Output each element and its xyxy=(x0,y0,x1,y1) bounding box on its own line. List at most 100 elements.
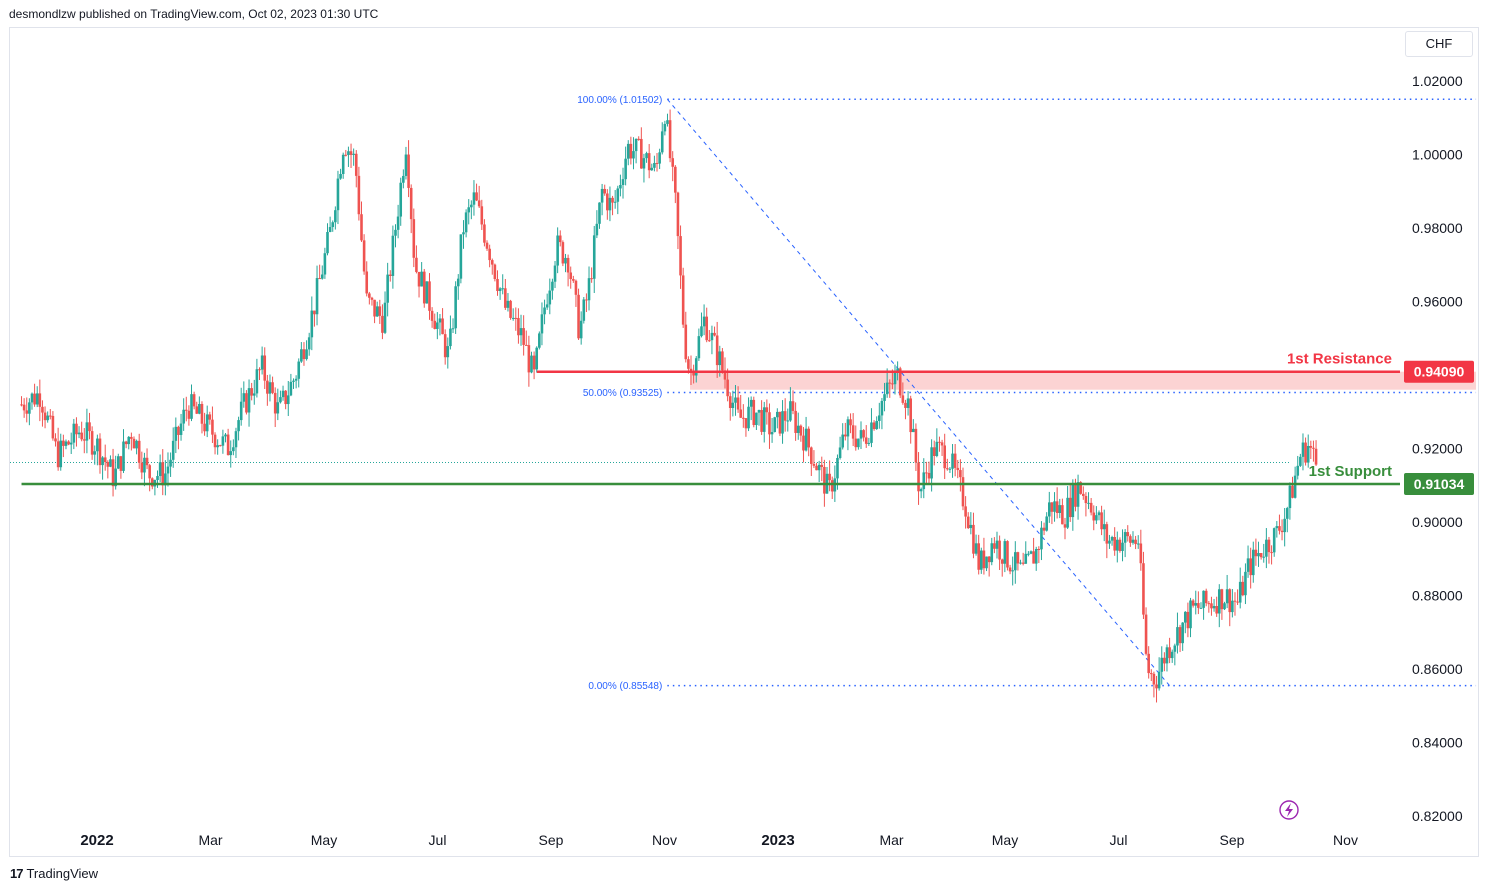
candle xyxy=(637,136,641,141)
candle xyxy=(1225,574,1229,609)
candle-body xyxy=(749,399,753,407)
candle xyxy=(938,436,941,452)
candle-body xyxy=(412,219,416,258)
candle-body xyxy=(1089,502,1093,513)
candle-body xyxy=(1136,543,1140,545)
candle xyxy=(582,296,586,324)
brand-name[interactable]: TradingView xyxy=(26,866,99,881)
candle-body xyxy=(548,290,552,305)
candle-body xyxy=(1299,456,1302,466)
candle xyxy=(198,396,201,415)
candle-body xyxy=(1047,502,1051,517)
candle xyxy=(765,399,769,425)
candle-body xyxy=(504,288,507,308)
candle-body xyxy=(762,407,766,432)
candle-body xyxy=(715,335,719,366)
candle xyxy=(972,512,975,559)
tradingview-logo-icon: 17 xyxy=(10,866,24,881)
candle-body xyxy=(1283,518,1286,533)
candle-body xyxy=(365,271,369,294)
candle xyxy=(1312,440,1315,462)
x-tick-label: Sep xyxy=(1220,832,1245,848)
candle-body xyxy=(28,402,31,414)
candle-body xyxy=(360,214,363,241)
candle-body xyxy=(1181,622,1184,644)
candle xyxy=(263,347,267,390)
candle xyxy=(1097,510,1101,521)
price-tag: 0.91034 xyxy=(1404,473,1474,496)
candle xyxy=(747,397,750,432)
candle-body xyxy=(653,162,656,168)
candle-body xyxy=(218,445,222,447)
price-tag-box xyxy=(1404,360,1474,383)
candle-body xyxy=(925,472,928,474)
candle xyxy=(77,426,81,439)
candle-body xyxy=(948,468,952,470)
candle xyxy=(1126,525,1130,542)
candle-body xyxy=(1204,590,1208,604)
candle xyxy=(660,122,664,155)
candle-body xyxy=(1183,611,1187,623)
candle xyxy=(1021,552,1025,566)
candle xyxy=(564,253,567,273)
currency-selector[interactable]: CHF xyxy=(1405,31,1473,57)
candle xyxy=(85,408,89,454)
candle xyxy=(844,422,847,441)
candle-body xyxy=(980,550,983,570)
candle xyxy=(1262,543,1266,563)
candle-body xyxy=(807,428,810,448)
candle xyxy=(778,411,782,437)
candle-body xyxy=(38,393,42,407)
candle xyxy=(561,240,565,267)
candle-body xyxy=(540,314,544,334)
candle-body xyxy=(875,420,878,430)
candle-body xyxy=(1081,493,1085,496)
candle-body xyxy=(72,423,76,443)
candle xyxy=(409,184,413,234)
candle-body xyxy=(987,556,991,563)
candle-body xyxy=(587,278,591,301)
candle-body xyxy=(1233,600,1237,602)
candle xyxy=(1061,498,1064,525)
candle-body xyxy=(485,242,489,249)
candle-body xyxy=(1040,527,1043,550)
candle xyxy=(67,440,70,446)
candle xyxy=(292,378,295,389)
level-label: 1st Support xyxy=(1309,463,1392,480)
candle xyxy=(441,308,444,335)
candle-body xyxy=(812,463,816,466)
candle xyxy=(1152,671,1156,698)
candle xyxy=(493,263,497,282)
candle xyxy=(111,448,115,497)
candle xyxy=(736,386,740,413)
candle-body xyxy=(501,288,505,290)
candle-body xyxy=(192,394,196,407)
lightning-icon[interactable] xyxy=(1279,800,1299,820)
y-tick-label: 1.02000 xyxy=(1412,73,1463,89)
candle-body xyxy=(1202,590,1205,608)
candle xyxy=(1204,588,1208,607)
candle-body xyxy=(428,281,431,311)
candle xyxy=(901,382,905,405)
candle-body xyxy=(320,274,324,279)
candle-body xyxy=(158,462,162,477)
candle-body xyxy=(381,315,384,333)
candle xyxy=(977,534,980,575)
candle xyxy=(1011,556,1014,586)
candle xyxy=(820,456,824,482)
candle xyxy=(658,148,661,170)
candle xyxy=(368,291,371,305)
candle-body xyxy=(116,456,120,469)
candle xyxy=(164,460,167,496)
candle-body xyxy=(1157,671,1161,689)
candle-body xyxy=(292,380,295,382)
candle xyxy=(961,467,965,511)
candle-body xyxy=(276,402,280,414)
candle-body xyxy=(69,442,73,445)
candle xyxy=(488,244,491,268)
candle xyxy=(1066,485,1069,529)
candle-body xyxy=(1288,485,1292,509)
candle-body xyxy=(1000,559,1004,564)
candle xyxy=(1275,521,1279,538)
